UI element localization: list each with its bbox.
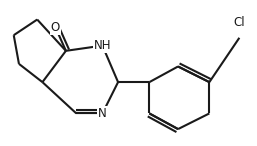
Text: Cl: Cl bbox=[234, 16, 245, 29]
Text: O: O bbox=[51, 21, 60, 34]
Text: N: N bbox=[98, 107, 107, 120]
Text: NH: NH bbox=[94, 39, 111, 52]
